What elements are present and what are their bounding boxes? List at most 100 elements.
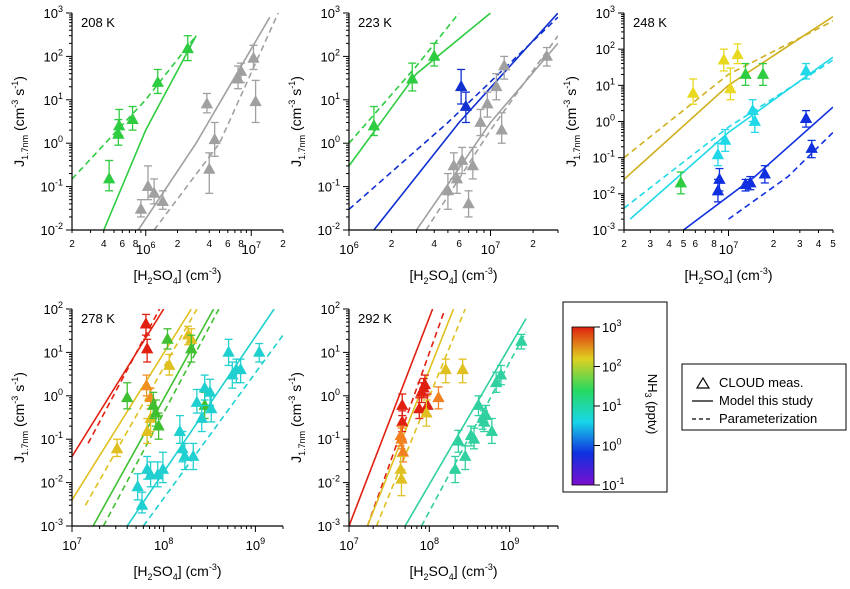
x-tick-label: 107 xyxy=(719,240,738,257)
x-axis-ticks: 106 107 2 4 6 2 xyxy=(339,230,559,257)
axes xyxy=(348,13,558,231)
data-point xyxy=(449,462,462,474)
y-tick-label: 10-2 xyxy=(41,474,63,491)
y-axis-ticks: 10-2 10-1 100 101 102 103 xyxy=(318,4,349,238)
x-axis-ticks: 107 108 109 xyxy=(339,526,559,553)
data-point xyxy=(495,123,508,135)
data-point xyxy=(161,332,174,344)
data-point xyxy=(413,402,426,414)
x-minor-tick-label: 2 xyxy=(175,239,181,250)
x-minor-tick-label: 5 xyxy=(830,239,836,250)
data-point xyxy=(185,342,198,354)
data-point xyxy=(432,390,445,403)
data-point xyxy=(731,47,744,60)
data-point xyxy=(439,362,452,375)
parameterization-line xyxy=(425,35,558,230)
model-line xyxy=(349,309,434,526)
data-point xyxy=(474,115,487,127)
data-point xyxy=(395,472,408,484)
y-tick-label: 101 xyxy=(44,91,63,108)
data-point xyxy=(455,153,469,165)
legend-label-cloud: CLOUD meas. xyxy=(719,375,804,390)
data-point xyxy=(805,141,818,153)
y-tick-label: 103 xyxy=(44,4,63,21)
y-tick-label: 102 xyxy=(44,300,63,317)
x-minor-tick-label: 8 xyxy=(711,239,717,250)
parameterization-line xyxy=(102,309,220,526)
panel-label: 223 K xyxy=(358,15,392,30)
data-point xyxy=(748,114,762,126)
x-axis-title: [H2SO4] (cm-3) xyxy=(133,266,221,286)
data-point xyxy=(156,462,170,474)
legend-triangle-symbol xyxy=(695,376,711,389)
x-minor-tick-label: 8 xyxy=(133,239,139,250)
data-point xyxy=(135,498,149,510)
data-point xyxy=(131,479,144,492)
data-point xyxy=(459,449,472,461)
data-point xyxy=(140,342,154,354)
y-tick-label: 103 xyxy=(321,4,340,21)
parameterization-line xyxy=(366,312,445,526)
x-minor-tick-label: 6 xyxy=(120,239,126,250)
data-point xyxy=(454,79,468,92)
model-line xyxy=(404,318,527,526)
data-point xyxy=(156,194,169,207)
data-point xyxy=(686,86,700,98)
y-tick-label: 100 xyxy=(44,387,63,404)
data-point xyxy=(494,368,508,380)
y-tick-label: 103 xyxy=(596,4,615,21)
data-point xyxy=(456,362,469,375)
y-tick-label: 101 xyxy=(321,343,340,360)
y-tick-label: 10-3 xyxy=(41,517,63,534)
colorbar-title: NH3 (pptv) xyxy=(643,374,660,435)
y-tick-label: 100 xyxy=(321,134,340,151)
chart-panel-2: 10-2 10-1 100 101 102 103 106 107 2 4 6 2 223 K [H2SO… xyxy=(287,4,559,286)
x-axis-title: [H2SO4] (cm-3) xyxy=(133,562,221,582)
x-tick-label: 106 xyxy=(136,240,155,257)
data-point xyxy=(102,172,116,184)
colorbar-tick-label: 103 xyxy=(602,318,621,335)
x-tick-label: 109 xyxy=(500,536,519,553)
data-point xyxy=(139,317,153,329)
data-point xyxy=(421,398,434,410)
y-tick-label: 101 xyxy=(321,91,340,108)
colorbar-gradient xyxy=(571,326,595,486)
data-point xyxy=(462,197,475,209)
model-line xyxy=(349,13,492,167)
data-point xyxy=(394,462,407,474)
data-point xyxy=(420,406,433,418)
model-lines xyxy=(72,309,283,526)
legend-label-model: Model this study xyxy=(719,393,813,408)
y-axis-ticks: 10-3 10-2 10-1 100 101 102 xyxy=(318,300,349,534)
parameterization-line xyxy=(728,131,833,220)
data-point xyxy=(110,441,124,454)
parameterization-line xyxy=(153,13,279,230)
x-tick-label: 106 xyxy=(339,240,358,257)
x-tick-label: 108 xyxy=(154,536,173,553)
y-tick-label: 100 xyxy=(321,387,340,404)
y-axis-ticks: 10-3 10-2 10-1 100 101 102 103 xyxy=(593,4,624,238)
y-tick-label: 10-1 xyxy=(318,430,340,447)
x-minor-tick-label: 6 xyxy=(693,239,699,250)
data-point xyxy=(441,183,455,196)
model-line xyxy=(137,16,271,230)
model-lines xyxy=(72,13,279,230)
data-point xyxy=(234,64,248,76)
data-point xyxy=(112,119,126,131)
data-point xyxy=(222,345,235,357)
data-point xyxy=(151,75,164,87)
data-point xyxy=(481,97,494,109)
parameterization-line xyxy=(72,35,197,180)
colorbar-tick-label: 100 xyxy=(602,437,621,454)
data-point xyxy=(711,184,725,196)
colorbar-title-unit: (pptv) xyxy=(645,397,660,434)
model-lines xyxy=(349,13,558,230)
data-point xyxy=(711,147,725,160)
x-minor-tick-label: 4 xyxy=(816,239,822,250)
y-axis-title: J1.7nm (cm-3 s-1) xyxy=(287,372,307,463)
data-point xyxy=(498,59,511,71)
data-point xyxy=(178,449,192,461)
data-point xyxy=(181,41,194,54)
data-point xyxy=(739,67,752,79)
